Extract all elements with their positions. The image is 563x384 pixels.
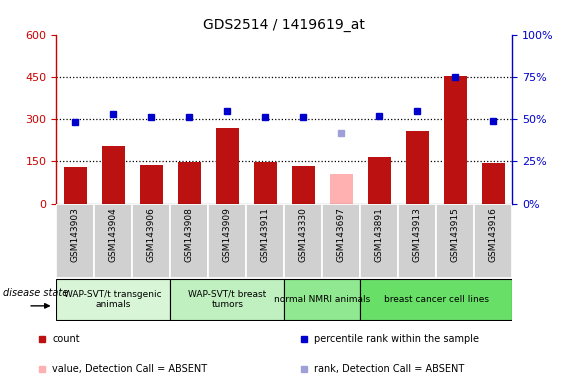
Bar [132, 204, 171, 278]
Bar [322, 204, 360, 278]
Text: percentile rank within the sample: percentile rank within the sample [314, 334, 479, 344]
Bar [436, 204, 474, 278]
Text: GSM143904: GSM143904 [109, 207, 118, 262]
Bar [482, 163, 504, 204]
Bar [56, 279, 171, 320]
Text: normal NMRI animals: normal NMRI animals [274, 295, 370, 304]
Text: GSM143916: GSM143916 [489, 207, 498, 262]
Bar [292, 166, 315, 204]
Text: disease state: disease state [3, 288, 68, 298]
Bar [208, 204, 247, 278]
Text: GSM143913: GSM143913 [413, 207, 422, 262]
Bar [284, 204, 322, 278]
Text: WAP-SVT/t breast
tumors: WAP-SVT/t breast tumors [188, 290, 266, 309]
Text: rank, Detection Call = ABSENT: rank, Detection Call = ABSENT [314, 364, 464, 374]
Bar [368, 157, 391, 204]
Text: GSM143903: GSM143903 [71, 207, 80, 262]
Bar [330, 174, 352, 204]
Bar [95, 204, 132, 278]
Bar [171, 204, 208, 278]
Text: GSM143915: GSM143915 [451, 207, 460, 262]
Text: WAP-SVT/t transgenic
animals: WAP-SVT/t transgenic animals [65, 290, 162, 309]
Text: value, Detection Call = ABSENT: value, Detection Call = ABSENT [52, 364, 207, 374]
Bar [444, 76, 467, 204]
Text: GSM143909: GSM143909 [223, 207, 232, 262]
Bar [284, 279, 360, 320]
Title: GDS2514 / 1419619_at: GDS2514 / 1419619_at [203, 18, 365, 32]
Bar [406, 131, 429, 204]
Text: GSM143908: GSM143908 [185, 207, 194, 262]
Bar [178, 162, 201, 204]
Bar [399, 204, 436, 278]
Bar [247, 204, 284, 278]
Text: GSM143906: GSM143906 [147, 207, 156, 262]
Text: GSM143330: GSM143330 [299, 207, 308, 262]
Bar [360, 279, 512, 320]
Bar [140, 165, 163, 204]
Bar [474, 204, 512, 278]
Text: GSM143697: GSM143697 [337, 207, 346, 262]
Text: breast cancer cell lines: breast cancer cell lines [384, 295, 489, 304]
Bar [56, 204, 95, 278]
Bar [64, 167, 87, 204]
Text: GSM143911: GSM143911 [261, 207, 270, 262]
Bar [254, 162, 277, 204]
Text: count: count [52, 334, 80, 344]
Bar [102, 146, 125, 204]
Bar [360, 204, 398, 278]
Text: GSM143891: GSM143891 [375, 207, 384, 262]
Bar [171, 279, 284, 320]
Bar [216, 128, 239, 204]
